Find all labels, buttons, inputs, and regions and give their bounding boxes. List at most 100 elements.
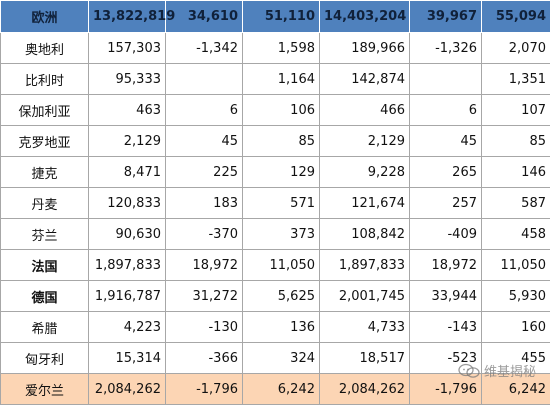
- value-cell: -1,326: [409, 32, 482, 64]
- value-cell: 9,228: [319, 156, 410, 188]
- table-row: 保加利亚 463 6 106 466 6 107: [0, 94, 550, 126]
- value-cell: 4,223: [88, 311, 166, 343]
- value-cell: 33,944: [409, 280, 482, 312]
- value-cell: 18,972: [409, 249, 482, 281]
- table-header-row: 欧洲 13,822,819 34,610 51,110 14,403,204 3…: [0, 0, 550, 33]
- table-row: 芬兰 90,630 -370 373 108,842 -409 458: [0, 218, 550, 250]
- value-cell: -409: [409, 218, 482, 250]
- value-cell: 18,972: [165, 249, 243, 281]
- header-cell: 34,610: [165, 0, 243, 33]
- value-cell: 18,517: [319, 342, 410, 374]
- value-cell: 6: [165, 94, 243, 126]
- country-cell: 奥地利: [0, 32, 89, 64]
- value-cell: 1,164: [242, 63, 320, 95]
- value-cell: 466: [319, 94, 410, 126]
- value-cell: 142,874: [319, 63, 410, 95]
- value-cell: 121,674: [319, 187, 410, 219]
- value-cell: 458: [481, 218, 550, 250]
- table-row: 比利时 95,333 1,164 142,874 1,351: [0, 63, 550, 95]
- value-cell: 146: [481, 156, 550, 188]
- country-cell: 法国: [0, 249, 89, 281]
- value-cell: 2,129: [319, 125, 410, 157]
- value-cell: -143: [409, 311, 482, 343]
- data-table: 欧洲 13,822,819 34,610 51,110 14,403,204 3…: [0, 0, 550, 405]
- header-cell: 51,110: [242, 0, 320, 33]
- country-cell: 捷克: [0, 156, 89, 188]
- value-cell: 85: [242, 125, 320, 157]
- header-cell: 14,403,204: [319, 0, 410, 33]
- value-cell: 2,084,262: [88, 373, 166, 405]
- table-row: 希腊 4,223 -130 136 4,733 -143 160: [0, 311, 550, 343]
- table-body: 欧洲 13,822,819 34,610 51,110 14,403,204 3…: [0, 0, 550, 405]
- value-cell: 1,897,833: [88, 249, 166, 281]
- table-row: 匈牙利 15,314 -366 324 18,517 -523 455: [0, 342, 550, 374]
- table-row: 德国 1,916,787 31,272 5,625 2,001,745 33,944 5,9…: [0, 280, 550, 312]
- country-cell: 希腊: [0, 311, 89, 343]
- value-cell: 4,733: [319, 311, 410, 343]
- country-cell: 比利时: [0, 63, 89, 95]
- value-cell: 85: [481, 125, 550, 157]
- value-cell: 90,630: [88, 218, 166, 250]
- country-cell: 克罗地亚: [0, 125, 89, 157]
- table-row: 爱尔兰 2,084,262 -1,796 6,242 2,084,262 -1,796 6,…: [0, 373, 550, 405]
- value-cell: 11,050: [242, 249, 320, 281]
- value-cell: 5,625: [242, 280, 320, 312]
- value-cell: -1,342: [165, 32, 243, 64]
- value-cell: 2,084,262: [319, 373, 410, 405]
- value-cell: 95,333: [88, 63, 166, 95]
- value-cell: 2,129: [88, 125, 166, 157]
- value-cell: 571: [242, 187, 320, 219]
- value-cell: 225: [165, 156, 243, 188]
- header-cell: 39,967: [409, 0, 482, 33]
- value-cell: [409, 63, 482, 95]
- value-cell: 6,242: [242, 373, 320, 405]
- value-cell: 106: [242, 94, 320, 126]
- value-cell: 5,930: [481, 280, 550, 312]
- value-cell: 8,471: [88, 156, 166, 188]
- header-cell: 55,094: [481, 0, 550, 33]
- country-cell: 保加利亚: [0, 94, 89, 126]
- value-cell: 373: [242, 218, 320, 250]
- value-cell: 129: [242, 156, 320, 188]
- value-cell: -130: [165, 311, 243, 343]
- value-cell: 324: [242, 342, 320, 374]
- value-cell: 136: [242, 311, 320, 343]
- value-cell: -1,796: [409, 373, 482, 405]
- value-cell: 455: [481, 342, 550, 374]
- value-cell: 463: [88, 94, 166, 126]
- value-cell: 1,897,833: [319, 249, 410, 281]
- header-region: 欧洲: [0, 0, 89, 33]
- table-row: 丹麦 120,833 183 571 121,674 257 587: [0, 187, 550, 219]
- value-cell: -1,796: [165, 373, 243, 405]
- value-cell: 120,833: [88, 187, 166, 219]
- value-cell: 265: [409, 156, 482, 188]
- value-cell: 6,242: [481, 373, 550, 405]
- value-cell: 15,314: [88, 342, 166, 374]
- value-cell: 257: [409, 187, 482, 219]
- value-cell: 160: [481, 311, 550, 343]
- value-cell: 189,966: [319, 32, 410, 64]
- value-cell: 45: [409, 125, 482, 157]
- country-cell: 爱尔兰: [0, 373, 89, 405]
- table-row: 克罗地亚 2,129 45 85 2,129 45 85: [0, 125, 550, 157]
- value-cell: -366: [165, 342, 243, 374]
- country-cell: 芬兰: [0, 218, 89, 250]
- value-cell: [165, 63, 243, 95]
- value-cell: 107: [481, 94, 550, 126]
- value-cell: 587: [481, 187, 550, 219]
- value-cell: 108,842: [319, 218, 410, 250]
- value-cell: 1,351: [481, 63, 550, 95]
- value-cell: -523: [409, 342, 482, 374]
- value-cell: 31,272: [165, 280, 243, 312]
- value-cell: 45: [165, 125, 243, 157]
- table-row: 奥地利 157,303 -1,342 1,598 189,966 -1,326 2,070: [0, 32, 550, 64]
- header-cell: 13,822,819: [88, 0, 175, 33]
- table-row: 捷克 8,471 225 129 9,228 265 146: [0, 156, 550, 188]
- value-cell: 11,050: [481, 249, 550, 281]
- country-cell: 丹麦: [0, 187, 89, 219]
- value-cell: 1,916,787: [88, 280, 166, 312]
- value-cell: 183: [165, 187, 243, 219]
- country-cell: 德国: [0, 280, 89, 312]
- table-row: 法国 1,897,833 18,972 11,050 1,897,833 18,972 11…: [0, 249, 550, 281]
- value-cell: 6: [409, 94, 482, 126]
